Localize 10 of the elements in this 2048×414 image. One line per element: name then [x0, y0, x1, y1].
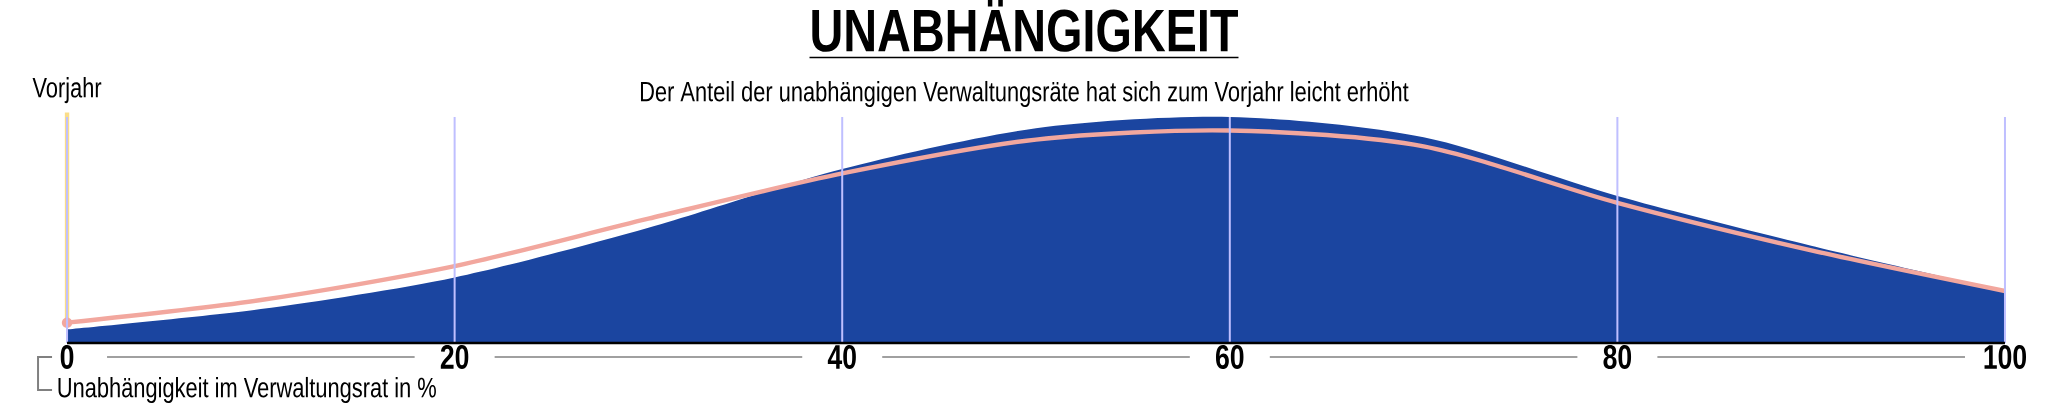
x-tick-label: 80: [1603, 344, 1632, 369]
chart-title: UNABHÄNGIGKEIT: [812, 0, 1238, 52]
x-tick-label: 20: [440, 344, 469, 369]
x-tick-label: 100: [1984, 344, 2027, 369]
x-tick-label: 40: [827, 344, 856, 369]
text: Vorjahr: [32, 77, 102, 104]
chart-subtitle: Der Anteil der unabhängigen Verwaltungsräte hat sich zum Vorjahr leicht erhöht: [640, 80, 1409, 108]
x-tick-label: 60: [1215, 344, 1244, 369]
x-tick-label: 0: [60, 344, 74, 369]
x-axis-title: Unabhängigkeit im Verwaltungsrat in %: [58, 376, 436, 404]
